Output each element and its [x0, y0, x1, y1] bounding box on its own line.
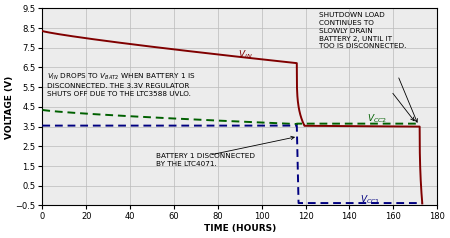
X-axis label: TIME (HOURS): TIME (HOURS) [204, 224, 276, 233]
Text: $V_{IN}$ DROPS TO $V_{BAT2}$ WHEN BATTERY 1 IS
DISCONNECTED. THE 3.3V REGULATOR
: $V_{IN}$ DROPS TO $V_{BAT2}$ WHEN BATTER… [47, 71, 196, 97]
Text: SHUTDOWN LOAD
CONTINUES TO
SLOWLY DRAIN
BATTERY 2, UNTIL IT
TOO IS DISCONNECTED.: SHUTDOWN LOAD CONTINUES TO SLOWLY DRAIN … [319, 12, 406, 49]
Text: $V_{CC2}$: $V_{CC2}$ [367, 113, 387, 125]
Text: $V_{CC1}$: $V_{CC1}$ [360, 193, 381, 206]
Text: BATTERY 1 DISCONNECTED
BY THE LTC4071.: BATTERY 1 DISCONNECTED BY THE LTC4071. [157, 153, 256, 167]
Text: $V_{IN}$: $V_{IN}$ [238, 48, 252, 61]
Y-axis label: VOLTAGE (V): VOLTAGE (V) [5, 75, 14, 139]
